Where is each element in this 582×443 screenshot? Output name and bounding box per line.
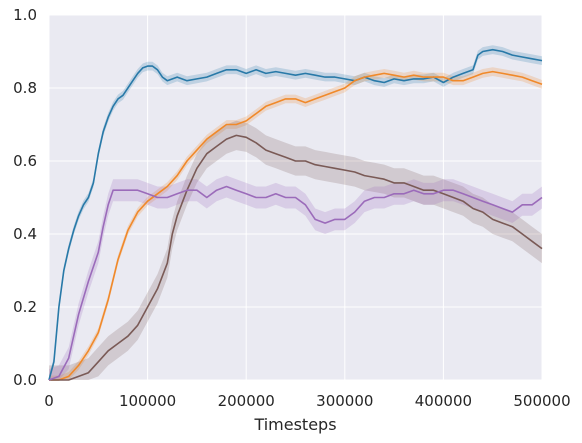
series-lines — [48, 48, 543, 381]
x-tick-label: 0 — [44, 392, 54, 410]
y-tick-label: 1.0 — [13, 6, 37, 24]
x-tick-label: 200000 — [218, 392, 275, 410]
series-2-line — [49, 70, 543, 381]
x-tick-label: 300000 — [316, 392, 373, 410]
y-tick-label: 0.8 — [13, 79, 37, 97]
y-tick-label: 0.0 — [13, 371, 37, 389]
series-4-band — [49, 175, 542, 380]
x-axis-ticks: 0 100000 200000 300000 400000 500000 — [44, 392, 570, 410]
y-tick-label: 0.2 — [13, 298, 37, 316]
series-1-line — [48, 48, 543, 381]
series-3-line — [49, 134, 543, 381]
y-tick-label: 0.6 — [13, 152, 37, 170]
x-tick-label: 100000 — [119, 392, 176, 410]
x-tick-label: 400000 — [415, 392, 472, 410]
x-tick-label: 500000 — [513, 392, 570, 410]
series-4-line — [48, 185, 543, 381]
y-axis-ticks: 0.0 0.2 0.4 0.6 0.8 1.0 — [13, 6, 37, 389]
x-axis-label: Timesteps — [253, 415, 336, 434]
y-tick-label: 0.4 — [13, 225, 37, 243]
series-3-band — [49, 120, 542, 381]
confidence-bands — [49, 45, 542, 381]
